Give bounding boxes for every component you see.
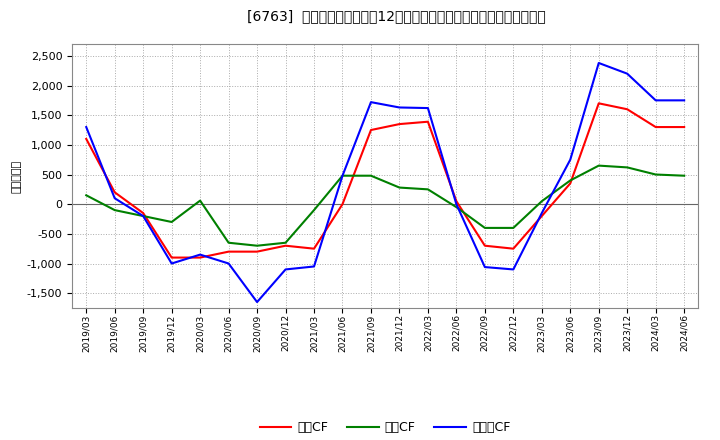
フリーCF bbox=[623, 71, 631, 76]
フリーCF bbox=[395, 105, 404, 110]
フリーCF bbox=[110, 196, 119, 201]
営業CF bbox=[82, 136, 91, 142]
営業CF bbox=[537, 213, 546, 219]
Legend: 営業CF, 投賄CF, フリーCF: 営業CF, 投賄CF, フリーCF bbox=[255, 416, 516, 439]
営業CF bbox=[338, 202, 347, 207]
フリーCF bbox=[423, 106, 432, 111]
営業CF bbox=[566, 181, 575, 186]
フリーCF bbox=[196, 252, 204, 257]
投賄CF bbox=[225, 240, 233, 246]
営業CF bbox=[652, 125, 660, 130]
営業CF bbox=[480, 243, 489, 248]
投賄CF bbox=[595, 163, 603, 168]
投賄CF bbox=[423, 187, 432, 192]
フリーCF bbox=[366, 99, 375, 105]
投賄CF bbox=[167, 219, 176, 224]
投賄CF bbox=[366, 173, 375, 178]
営業CF bbox=[452, 198, 461, 204]
投賄CF bbox=[680, 173, 688, 178]
投賄CF bbox=[253, 243, 261, 248]
Text: [6763]  キャッシュフローの12か月移動合計の対前年同期増減額の推移: [6763] キャッシュフローの12か月移動合計の対前年同期増減額の推移 bbox=[247, 9, 545, 23]
フリーCF bbox=[480, 264, 489, 270]
フリーCF bbox=[537, 210, 546, 216]
投賄CF bbox=[452, 205, 461, 210]
投賄CF bbox=[338, 173, 347, 178]
営業CF bbox=[310, 246, 318, 251]
投賄CF bbox=[139, 213, 148, 219]
投賄CF bbox=[110, 208, 119, 213]
Line: 投賄CF: 投賄CF bbox=[86, 165, 684, 246]
営業CF bbox=[110, 190, 119, 195]
フリーCF bbox=[82, 125, 91, 130]
営業CF bbox=[509, 246, 518, 251]
投賄CF bbox=[537, 198, 546, 204]
投賄CF bbox=[196, 198, 204, 203]
フリーCF bbox=[566, 157, 575, 162]
フリーCF bbox=[680, 98, 688, 103]
投賄CF bbox=[623, 165, 631, 170]
投賄CF bbox=[82, 193, 91, 198]
投賄CF bbox=[652, 172, 660, 177]
フリーCF bbox=[509, 267, 518, 272]
営業CF bbox=[423, 119, 432, 125]
投賄CF bbox=[509, 225, 518, 231]
フリーCF bbox=[338, 173, 347, 178]
フリーCF bbox=[282, 267, 290, 272]
投賄CF bbox=[480, 225, 489, 231]
フリーCF bbox=[253, 300, 261, 305]
営業CF bbox=[595, 101, 603, 106]
Line: 営業CF: 営業CF bbox=[86, 103, 684, 257]
フリーCF bbox=[310, 264, 318, 269]
営業CF bbox=[196, 255, 204, 260]
営業CF bbox=[366, 128, 375, 133]
投賄CF bbox=[395, 185, 404, 190]
営業CF bbox=[680, 125, 688, 130]
営業CF bbox=[139, 210, 148, 216]
営業CF bbox=[253, 249, 261, 254]
投賄CF bbox=[282, 240, 290, 246]
営業CF bbox=[225, 249, 233, 254]
営業CF bbox=[282, 243, 290, 248]
営業CF bbox=[623, 106, 631, 112]
投賄CF bbox=[566, 178, 575, 183]
フリーCF bbox=[139, 213, 148, 219]
フリーCF bbox=[452, 202, 461, 207]
営業CF bbox=[395, 121, 404, 127]
フリーCF bbox=[652, 98, 660, 103]
フリーCF bbox=[225, 261, 233, 266]
Line: フリーCF: フリーCF bbox=[86, 63, 684, 302]
フリーCF bbox=[595, 60, 603, 66]
営業CF bbox=[167, 255, 176, 260]
フリーCF bbox=[167, 261, 176, 266]
投賄CF bbox=[310, 208, 318, 213]
Y-axis label: （百万円）: （百万円） bbox=[12, 159, 21, 193]
